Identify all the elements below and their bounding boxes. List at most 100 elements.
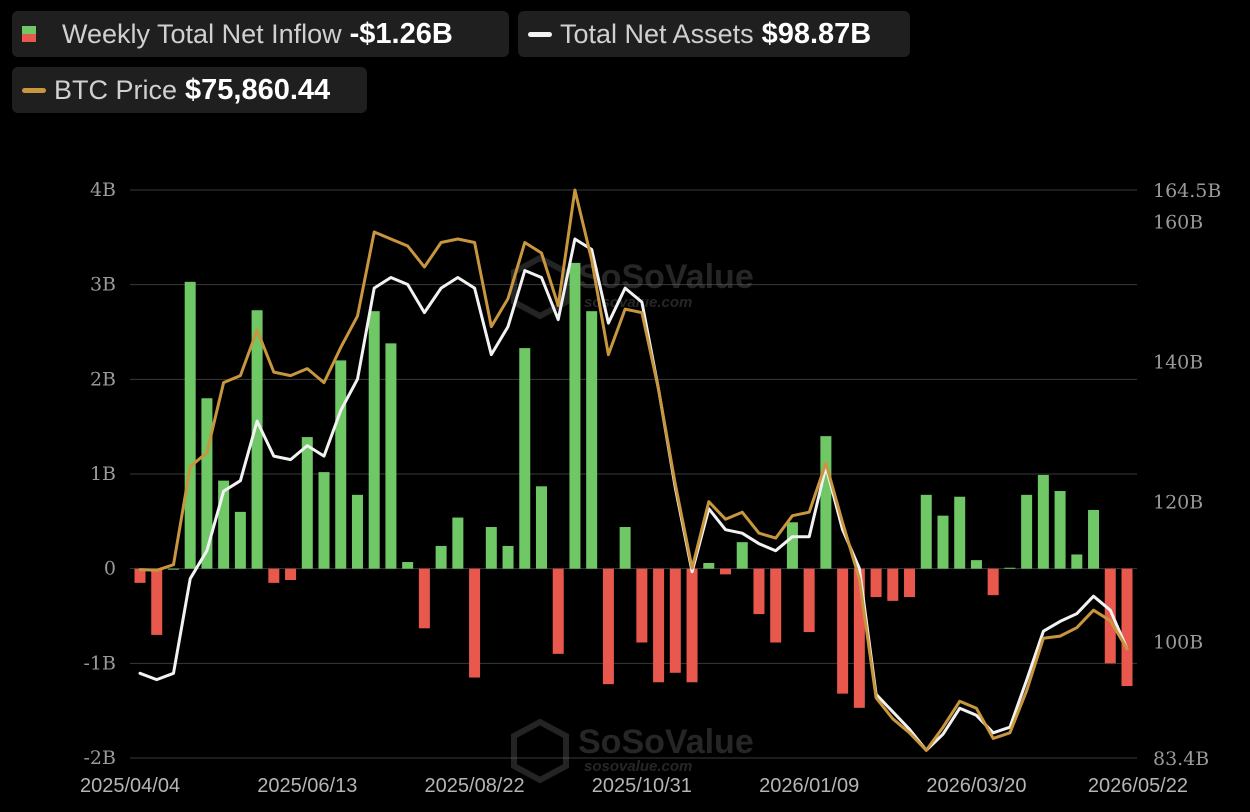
x-tick-label: 2026/03/20 bbox=[926, 775, 1026, 797]
inflow-bar bbox=[1037, 474, 1049, 569]
inflow-bar bbox=[803, 568, 815, 633]
inflow-bar bbox=[619, 527, 631, 569]
inflow-bar bbox=[970, 560, 982, 569]
x-tick-label: 2025/08/22 bbox=[425, 775, 525, 797]
left-tick-label: 0 bbox=[104, 558, 116, 580]
legend-inflow[interactable]: Weekly Total Net Inflow -$1.26B bbox=[12, 11, 509, 57]
legend-inflow-label: Weekly Total Net Inflow bbox=[62, 18, 342, 49]
x-tick-label: 2025/06/13 bbox=[257, 775, 357, 797]
inflow-bars bbox=[134, 262, 1133, 708]
inflow-bar bbox=[1071, 554, 1083, 569]
watermark-logo-icon bbox=[511, 254, 569, 784]
inflow-bar bbox=[234, 511, 246, 569]
inflow-bar bbox=[1004, 567, 1016, 569]
inflow-bar bbox=[402, 562, 414, 569]
inflow-bar bbox=[301, 437, 313, 569]
legend-btc-label: BTC Price bbox=[54, 74, 178, 105]
btc-swatch-icon bbox=[22, 87, 46, 93]
inflow-bar bbox=[904, 568, 916, 598]
inflow-bar bbox=[502, 545, 514, 569]
inflow-bar bbox=[552, 568, 564, 654]
inflow-bar bbox=[586, 311, 598, 569]
x-tick-label: 2026/01/09 bbox=[759, 775, 859, 797]
inflow-bar bbox=[987, 568, 999, 596]
left-tick-label: 2B bbox=[90, 368, 116, 390]
inflow-bar bbox=[519, 348, 531, 569]
total-net-assets-line bbox=[138, 237, 1129, 752]
watermark-top: SoSoValue bbox=[578, 258, 754, 296]
grid-lines bbox=[130, 189, 1137, 759]
legend-assets-value: $98.87B bbox=[761, 17, 872, 50]
inflow-bar bbox=[653, 568, 665, 683]
inflow-bar bbox=[184, 281, 196, 569]
inflow-bar bbox=[167, 568, 179, 570]
inflow-bar bbox=[920, 494, 932, 569]
inflow-bar bbox=[870, 568, 882, 598]
inflow-bar bbox=[535, 486, 547, 569]
left-tick-label: -1B bbox=[84, 652, 116, 674]
inflow-bar bbox=[837, 568, 849, 694]
inflow-bar bbox=[151, 568, 163, 635]
inflow-bar bbox=[418, 568, 430, 629]
x-tick-label: 2025/10/31 bbox=[592, 775, 692, 797]
inflow-bar bbox=[770, 568, 782, 643]
inflow-bar bbox=[736, 542, 748, 569]
inflow-bar bbox=[703, 562, 715, 569]
watermark-bottom: SoSoValue bbox=[578, 723, 754, 761]
inflow-bar bbox=[134, 568, 146, 583]
inflow-bar bbox=[569, 262, 581, 569]
inflow-bar bbox=[669, 568, 681, 673]
inflow-bar bbox=[820, 436, 832, 569]
inflow-swatch-icon bbox=[22, 26, 36, 42]
watermark-bottom-site: sosovalue.com bbox=[584, 758, 692, 775]
legend-assets[interactable]: Total Net Assets $98.87B bbox=[518, 11, 910, 57]
inflow-bar bbox=[1054, 491, 1066, 569]
legend-inflow-value: -$1.26B bbox=[349, 17, 453, 50]
x-tick-label: 2025/04/04 bbox=[80, 775, 180, 797]
inflow-bar bbox=[385, 343, 397, 569]
legend-btc[interactable]: BTC Price $75,860.44 bbox=[12, 67, 367, 113]
inflow-bar bbox=[786, 522, 798, 569]
legend-assets-label: Total Net Assets bbox=[560, 18, 754, 49]
assets-swatch-icon bbox=[528, 31, 552, 37]
right-tick-label: 83.4B bbox=[1153, 748, 1209, 770]
inflow-bar bbox=[853, 568, 865, 708]
inflow-bar bbox=[318, 472, 330, 569]
x-tick-label: 2026/05/22 bbox=[1088, 775, 1188, 797]
left-tick-label: 4B bbox=[90, 179, 116, 201]
watermark-top-site: sosovalue.com bbox=[584, 294, 692, 311]
inflow-bar bbox=[452, 517, 464, 569]
left-axis-ticks: 4B 3B 2B 1B 0 -1B -2B bbox=[84, 179, 116, 769]
left-tick-label: 1B bbox=[90, 463, 116, 485]
right-tick-label: 140B bbox=[1153, 352, 1203, 374]
inflow-bar bbox=[602, 568, 614, 685]
inflow-bar bbox=[954, 496, 966, 569]
right-tick-label: 120B bbox=[1153, 492, 1203, 514]
series-lines bbox=[138, 188, 1129, 752]
inflow-bar bbox=[201, 398, 213, 569]
inflow-bar bbox=[1021, 494, 1033, 569]
inflow-bar bbox=[686, 568, 698, 683]
inflow-bar bbox=[1121, 568, 1133, 687]
inflow-bar bbox=[351, 494, 363, 569]
right-axis-ticks: 164.5B 160B 140B 120B 100B 83.4B bbox=[1153, 180, 1221, 770]
inflow-bar bbox=[435, 545, 447, 569]
inflow-bar bbox=[887, 568, 899, 601]
inflow-bar bbox=[368, 311, 380, 569]
inflow-bar bbox=[636, 568, 648, 643]
left-tick-label: 3B bbox=[90, 274, 116, 296]
inflow-bar bbox=[937, 515, 949, 569]
inflow-bar bbox=[218, 480, 230, 569]
inflow-bar bbox=[251, 310, 263, 569]
right-tick-label: 100B bbox=[1153, 632, 1203, 654]
left-tick-label: -2B bbox=[84, 747, 116, 769]
btc-price-line bbox=[138, 188, 1129, 752]
inflow-bar bbox=[268, 568, 280, 583]
inflow-bar bbox=[1088, 509, 1100, 569]
inflow-bar bbox=[1104, 568, 1116, 664]
inflow-bar bbox=[485, 527, 497, 569]
legend-btc-value: $75,860.44 bbox=[185, 73, 331, 106]
right-tick-label: 164.5B bbox=[1153, 180, 1221, 202]
inflow-bar bbox=[753, 568, 765, 615]
